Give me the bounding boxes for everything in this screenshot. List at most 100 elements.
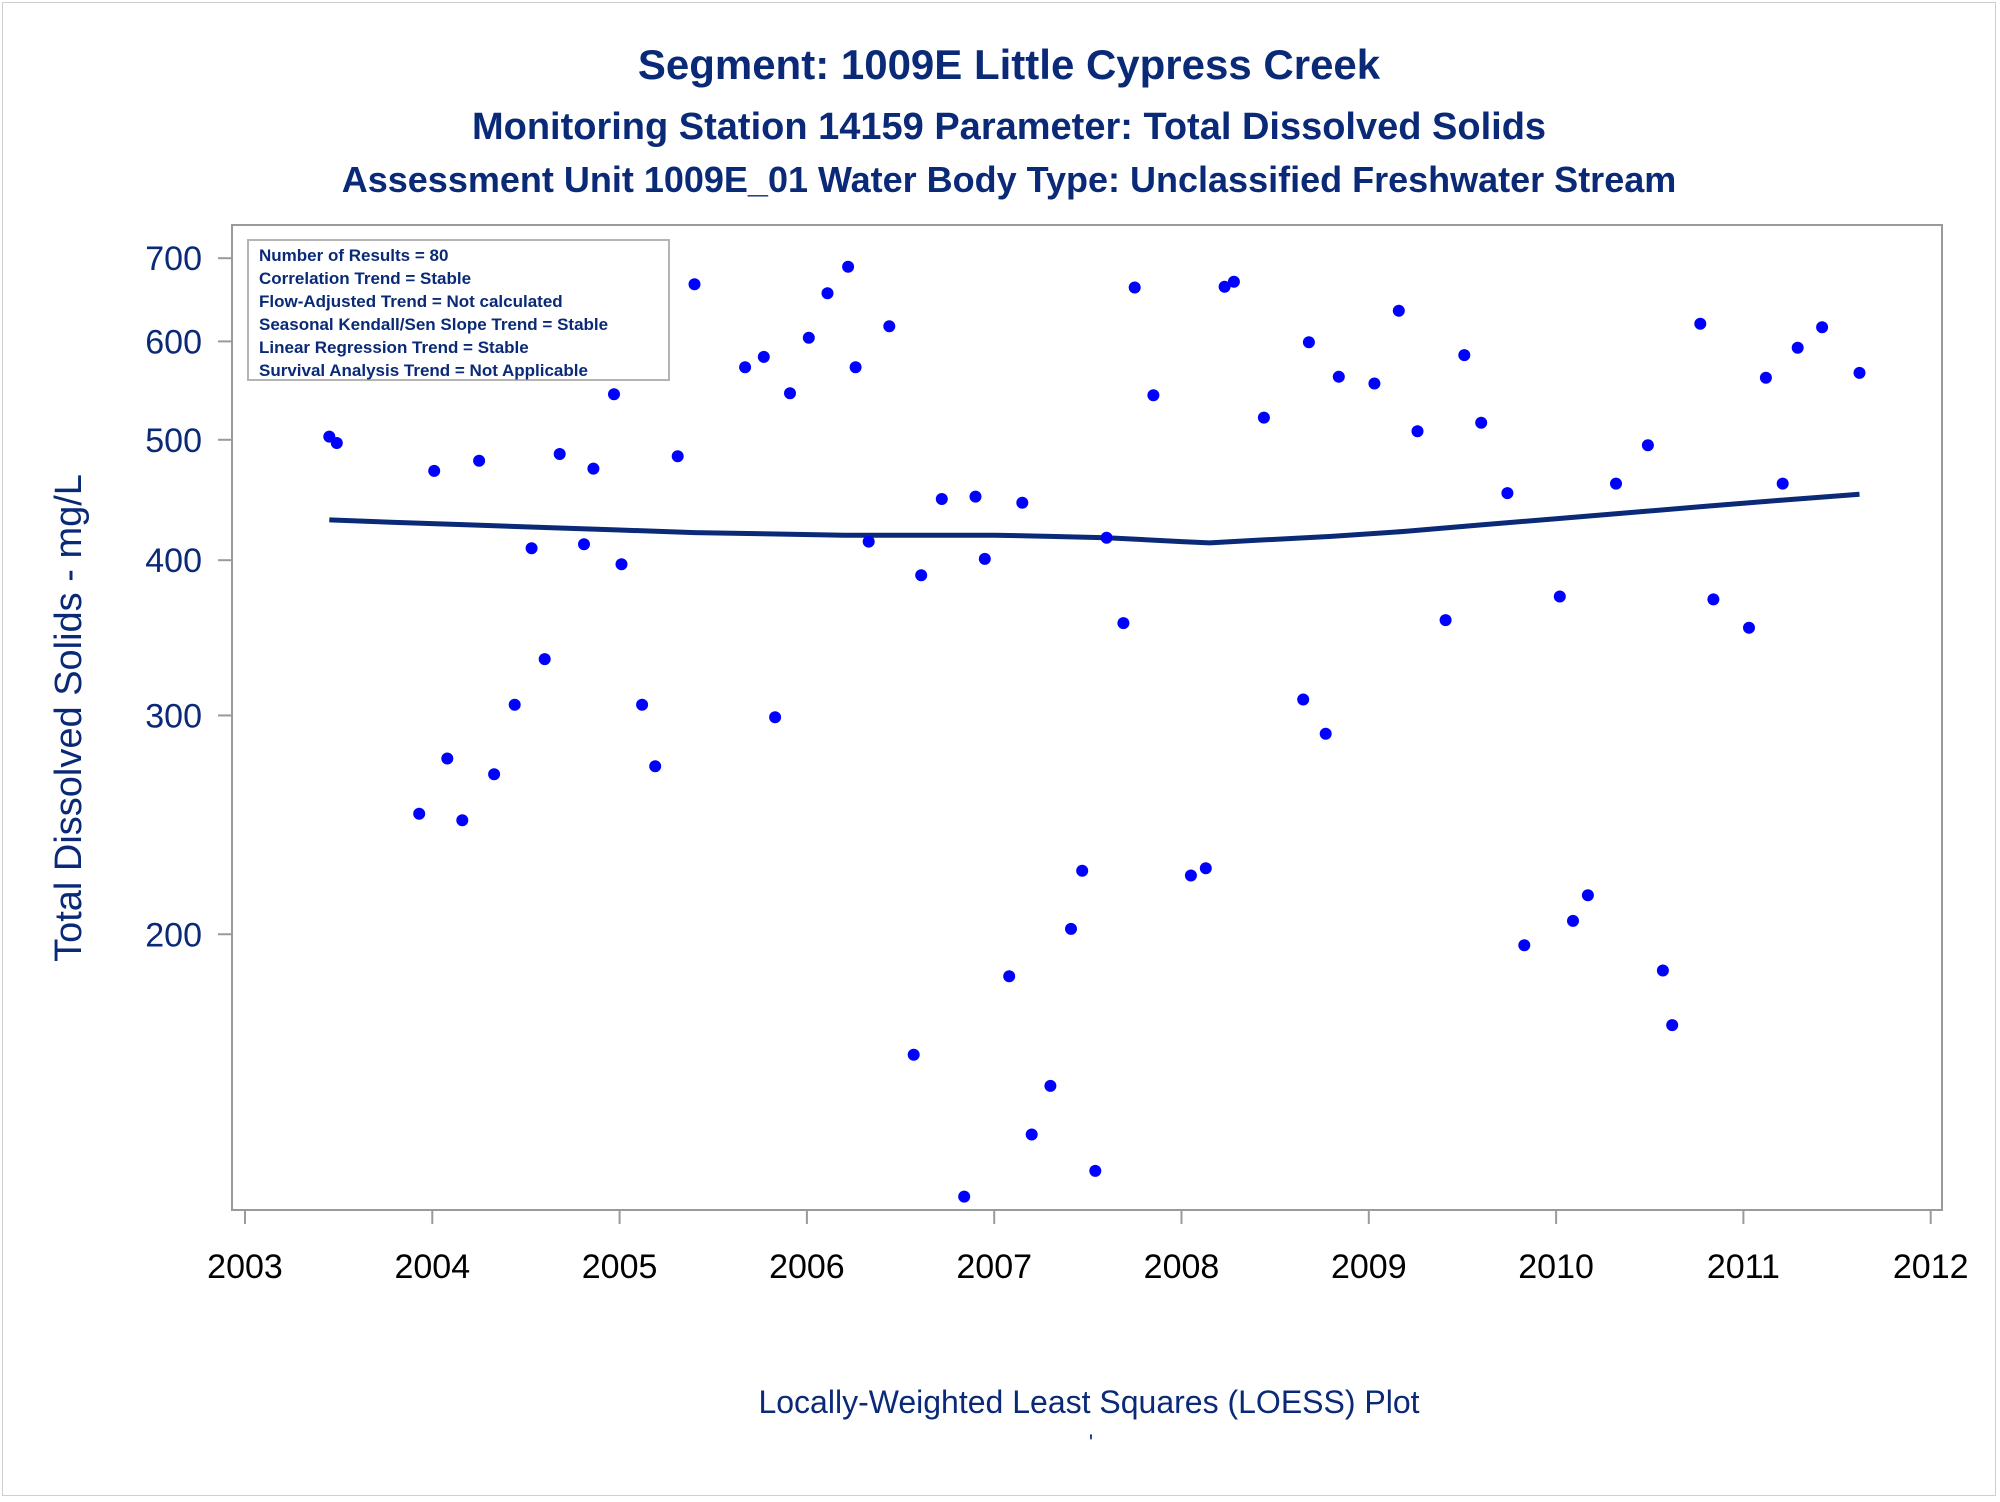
loess-trend-layer	[329, 491, 1860, 546]
data-point	[1581, 889, 1594, 902]
data-point	[1567, 914, 1579, 927]
data-point	[1743, 621, 1755, 634]
data-point	[587, 462, 600, 475]
x-tick-label: 2012	[1893, 1248, 1969, 1286]
data-point	[1776, 477, 1789, 490]
data-point	[1257, 411, 1270, 424]
data-point	[1475, 416, 1488, 429]
data-point	[413, 807, 426, 820]
data-point	[1218, 280, 1231, 293]
data-point	[1853, 366, 1866, 379]
data-point	[1117, 617, 1130, 630]
chart-subtitle: Monitoring Station 14159 Parameter: Tota…	[472, 106, 1546, 148]
data-point	[1025, 1128, 1038, 1141]
data-point	[915, 569, 928, 582]
data-point	[769, 711, 782, 724]
stats-line: Number of Results = 80	[259, 246, 448, 265]
stats-line: Flow-Adjusted Trend = Not calculated	[259, 292, 563, 311]
data-point	[553, 448, 566, 460]
data-point	[883, 320, 896, 333]
footnote: Locally-Weighted Least Squares (LOESS) P…	[758, 1384, 1419, 1420]
data-point	[907, 1048, 920, 1061]
data-point	[1089, 1164, 1102, 1177]
y-tick-label: 300	[145, 697, 202, 735]
data-point	[578, 538, 590, 551]
stats-box: Number of Results = 80 Correlation Trend…	[247, 239, 670, 381]
x-tick-label: 2006	[769, 1248, 845, 1286]
data-point	[1707, 593, 1720, 606]
data-point	[1439, 614, 1452, 627]
data-point	[1184, 869, 1197, 882]
y-tick-label: 200	[145, 916, 202, 954]
data-point	[1392, 304, 1405, 317]
data-point	[1044, 1079, 1057, 1092]
data-point	[849, 361, 862, 374]
data-point	[1759, 371, 1772, 384]
data-point	[456, 814, 469, 827]
data-point	[1791, 341, 1804, 354]
data-point	[615, 558, 628, 571]
data-point	[842, 260, 855, 273]
x-tick-label: 2004	[394, 1248, 470, 1286]
data-point	[1656, 964, 1669, 977]
y-tick-label: 400	[145, 542, 202, 580]
data-point	[441, 752, 454, 765]
x-tick-label: 2011	[1707, 1248, 1780, 1286]
y-axis: 200 300 400 500 600 700	[145, 240, 232, 954]
data-point	[1302, 336, 1315, 349]
data-point	[1065, 922, 1077, 935]
data-point	[525, 542, 538, 555]
data-point	[958, 1190, 971, 1203]
stats-line: Linear Regression Trend = Stable	[259, 338, 529, 357]
data-point	[688, 278, 701, 291]
data-point	[649, 760, 662, 773]
data-point	[1518, 939, 1531, 952]
data-point	[935, 493, 948, 505]
data-point	[802, 331, 815, 344]
x-tick-label: 2009	[1331, 1248, 1407, 1286]
data-point	[978, 552, 991, 565]
data-point	[1003, 970, 1016, 983]
x-tick-label: 2003	[207, 1248, 283, 1286]
data-point	[757, 350, 770, 363]
data-point	[608, 388, 620, 401]
data-point	[1297, 693, 1310, 706]
data-point	[1501, 487, 1514, 500]
data-point	[636, 698, 649, 711]
data-point	[1199, 862, 1212, 875]
data-point	[1666, 1019, 1679, 1032]
data-point	[1076, 864, 1089, 877]
data-point	[1128, 281, 1141, 294]
data-point	[1227, 275, 1240, 288]
y-tick-label: 500	[145, 422, 202, 460]
data-point	[538, 653, 551, 666]
loess-trend-line	[329, 491, 1860, 546]
y-tick-label: 600	[145, 323, 202, 361]
data-point	[1553, 590, 1566, 603]
data-point	[862, 535, 875, 548]
stats-line: Seasonal Kendall/Sen Slope Trend = Stabl…	[259, 315, 608, 334]
data-point	[1610, 477, 1622, 490]
data-point	[1458, 349, 1471, 362]
data-point	[1816, 321, 1829, 334]
data-point	[330, 437, 343, 449]
x-tick-label: 2008	[1144, 1248, 1220, 1286]
data-points-layer	[323, 260, 1866, 1203]
stats-line: Survival Analysis Trend = Not Applicable	[259, 361, 588, 380]
y-axis-label: Total Dissolved Solids - mg/L	[48, 474, 90, 962]
data-point	[428, 464, 441, 477]
footnote-mark: '	[1089, 1430, 1093, 1455]
data-point	[508, 698, 521, 711]
x-tick-label: 2010	[1518, 1248, 1594, 1286]
data-point	[784, 387, 796, 400]
x-tick-label: 2007	[956, 1248, 1032, 1286]
data-point	[473, 454, 486, 467]
data-point	[1641, 439, 1654, 452]
chart-title: Segment: 1009E Little Cypress Creek	[638, 41, 1381, 88]
data-point	[1332, 370, 1345, 383]
chart: Segment: 1009E Little Cypress Creek Moni…	[48, 41, 1969, 1455]
data-point	[1319, 727, 1332, 740]
y-tick-label: 700	[145, 240, 202, 278]
data-point	[739, 361, 752, 374]
